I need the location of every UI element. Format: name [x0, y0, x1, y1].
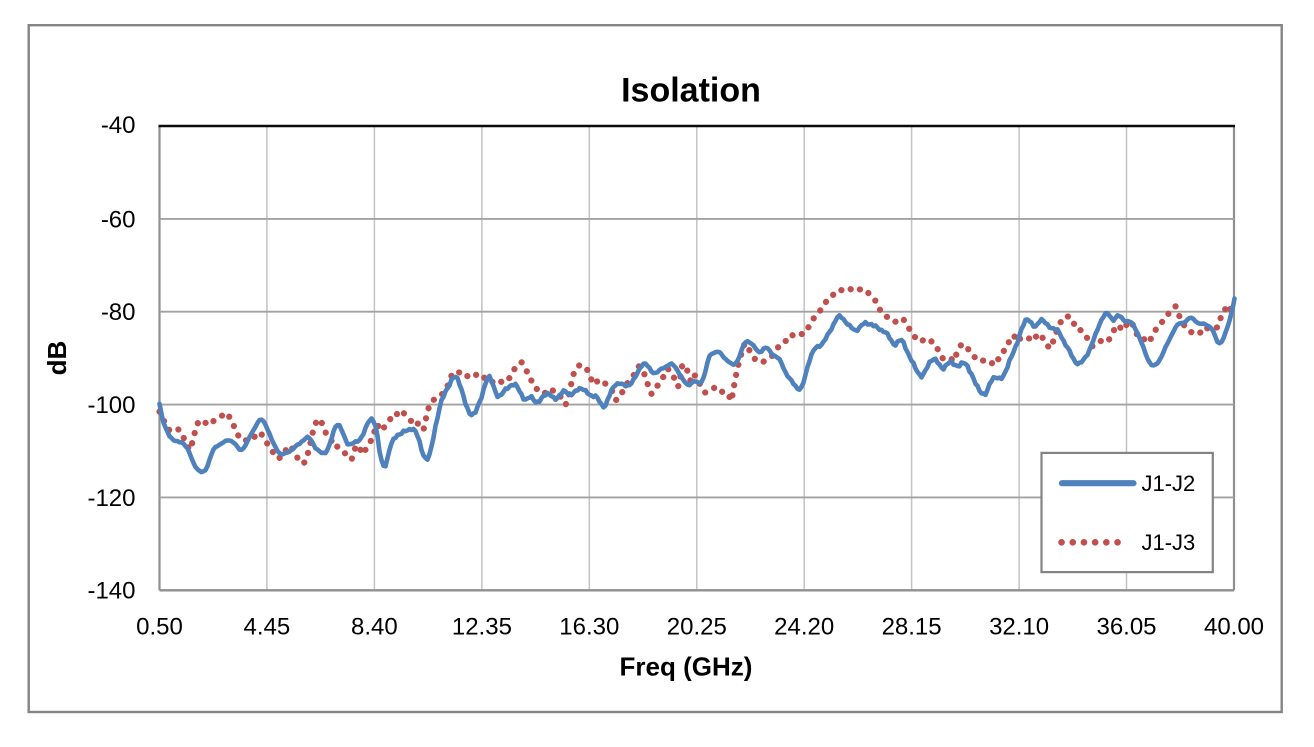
svg-text:Isolation: Isolation: [621, 72, 761, 110]
svg-text:36.05: 36.05: [1096, 614, 1156, 641]
svg-text:-60: -60: [101, 206, 136, 233]
svg-text:16.30: 16.30: [559, 614, 619, 641]
svg-text:0.50: 0.50: [136, 614, 183, 641]
svg-text:32.10: 32.10: [989, 614, 1049, 641]
svg-text:J1-J3: J1-J3: [1142, 530, 1196, 555]
svg-text:dB: dB: [42, 341, 72, 376]
svg-text:-140: -140: [87, 578, 135, 605]
svg-text:12.35: 12.35: [452, 614, 512, 641]
svg-text:-120: -120: [87, 485, 135, 512]
svg-text:4.45: 4.45: [244, 614, 291, 641]
svg-text:8.40: 8.40: [351, 614, 398, 641]
svg-text:40.00: 40.00: [1204, 614, 1264, 641]
svg-text:-80: -80: [101, 299, 136, 326]
svg-text:Freq (GHz): Freq (GHz): [620, 652, 753, 682]
svg-text:J1-J2: J1-J2: [1142, 471, 1196, 496]
svg-text:28.15: 28.15: [882, 614, 942, 641]
svg-text:-100: -100: [87, 392, 135, 419]
svg-text:-40: -40: [101, 112, 136, 139]
svg-text:24.20: 24.20: [774, 614, 834, 641]
svg-text:20.25: 20.25: [667, 614, 727, 641]
